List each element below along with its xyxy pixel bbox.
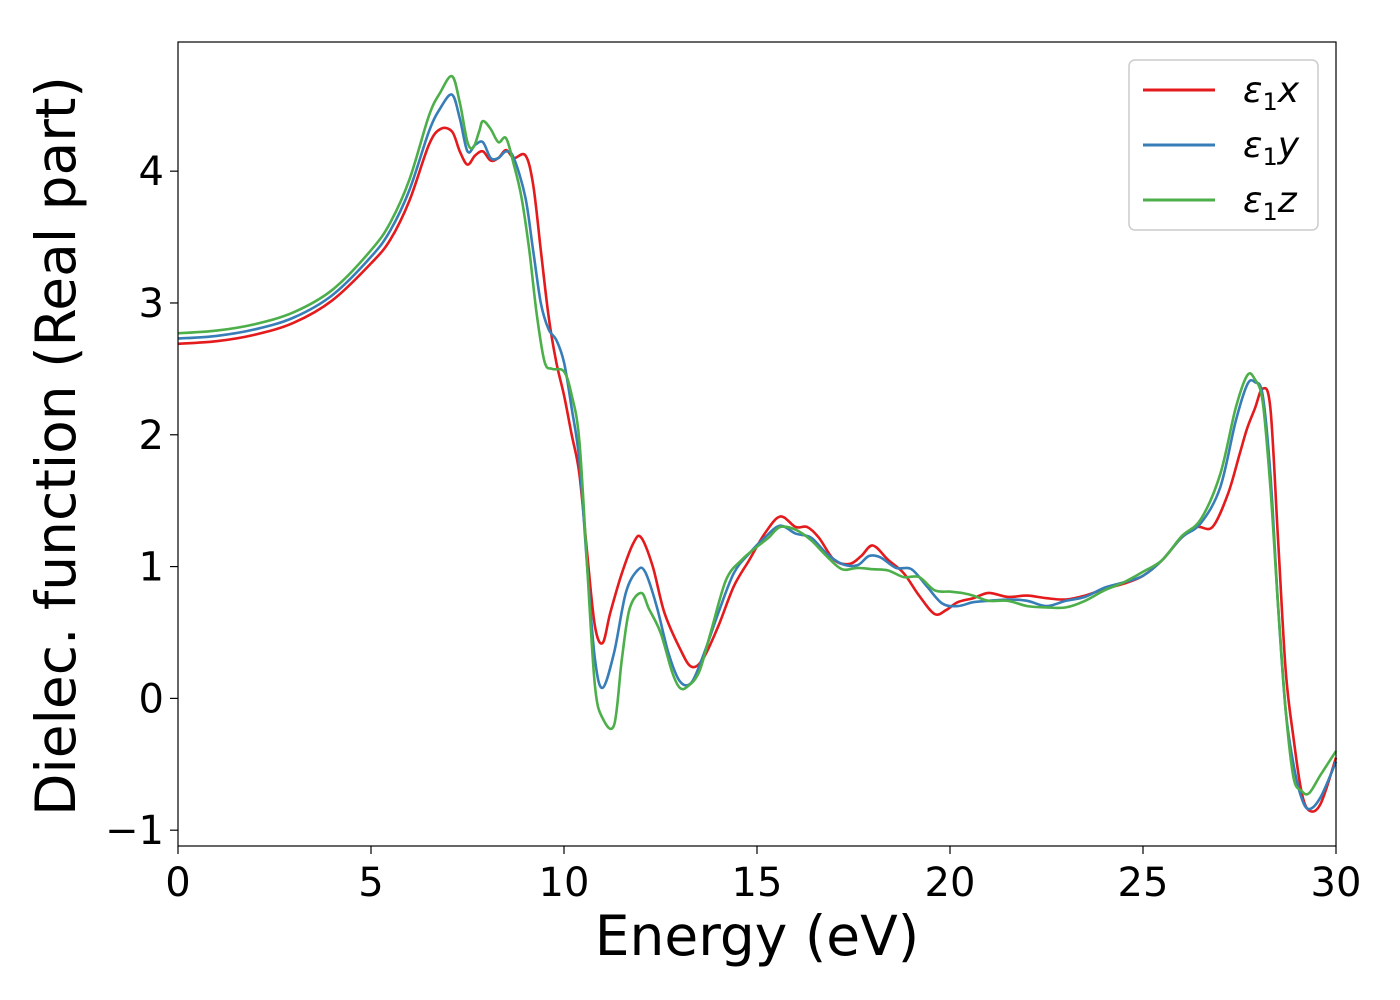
x-tick-label: 25 [1118,860,1169,906]
x-tick-label: 0 [165,860,190,906]
x-tick-label: 10 [539,860,590,906]
x-tick-label: 15 [732,860,783,906]
x-axis-label: Energy (eV) [595,904,919,968]
y-tick-label: 4 [139,149,164,195]
y-tick-label: −1 [105,808,164,854]
legend-label-x: ε1x [1243,70,1300,116]
y-tick-label: 2 [139,413,164,459]
legend-box [1128,59,1319,231]
y-tick-label: 0 [139,676,164,722]
y-tick-label: 1 [139,545,164,591]
x-tick-label: 20 [925,860,976,906]
series-line-z [177,74,1338,796]
legend: ε1x ε1y ε1z [1128,59,1319,231]
series-line-x [177,126,1338,813]
legend-label-z: ε1z [1243,180,1298,226]
x-tick-label: 5 [358,860,383,906]
legend-label-y: ε1y [1243,125,1300,171]
y-axis-label: Dielec. function (Real part) [24,76,88,816]
x-tick-label: 30 [1311,860,1362,906]
legend-items: ε1x ε1y ε1z [1143,70,1300,226]
y-tick-label: 3 [139,281,164,327]
series-layer [177,74,1338,813]
